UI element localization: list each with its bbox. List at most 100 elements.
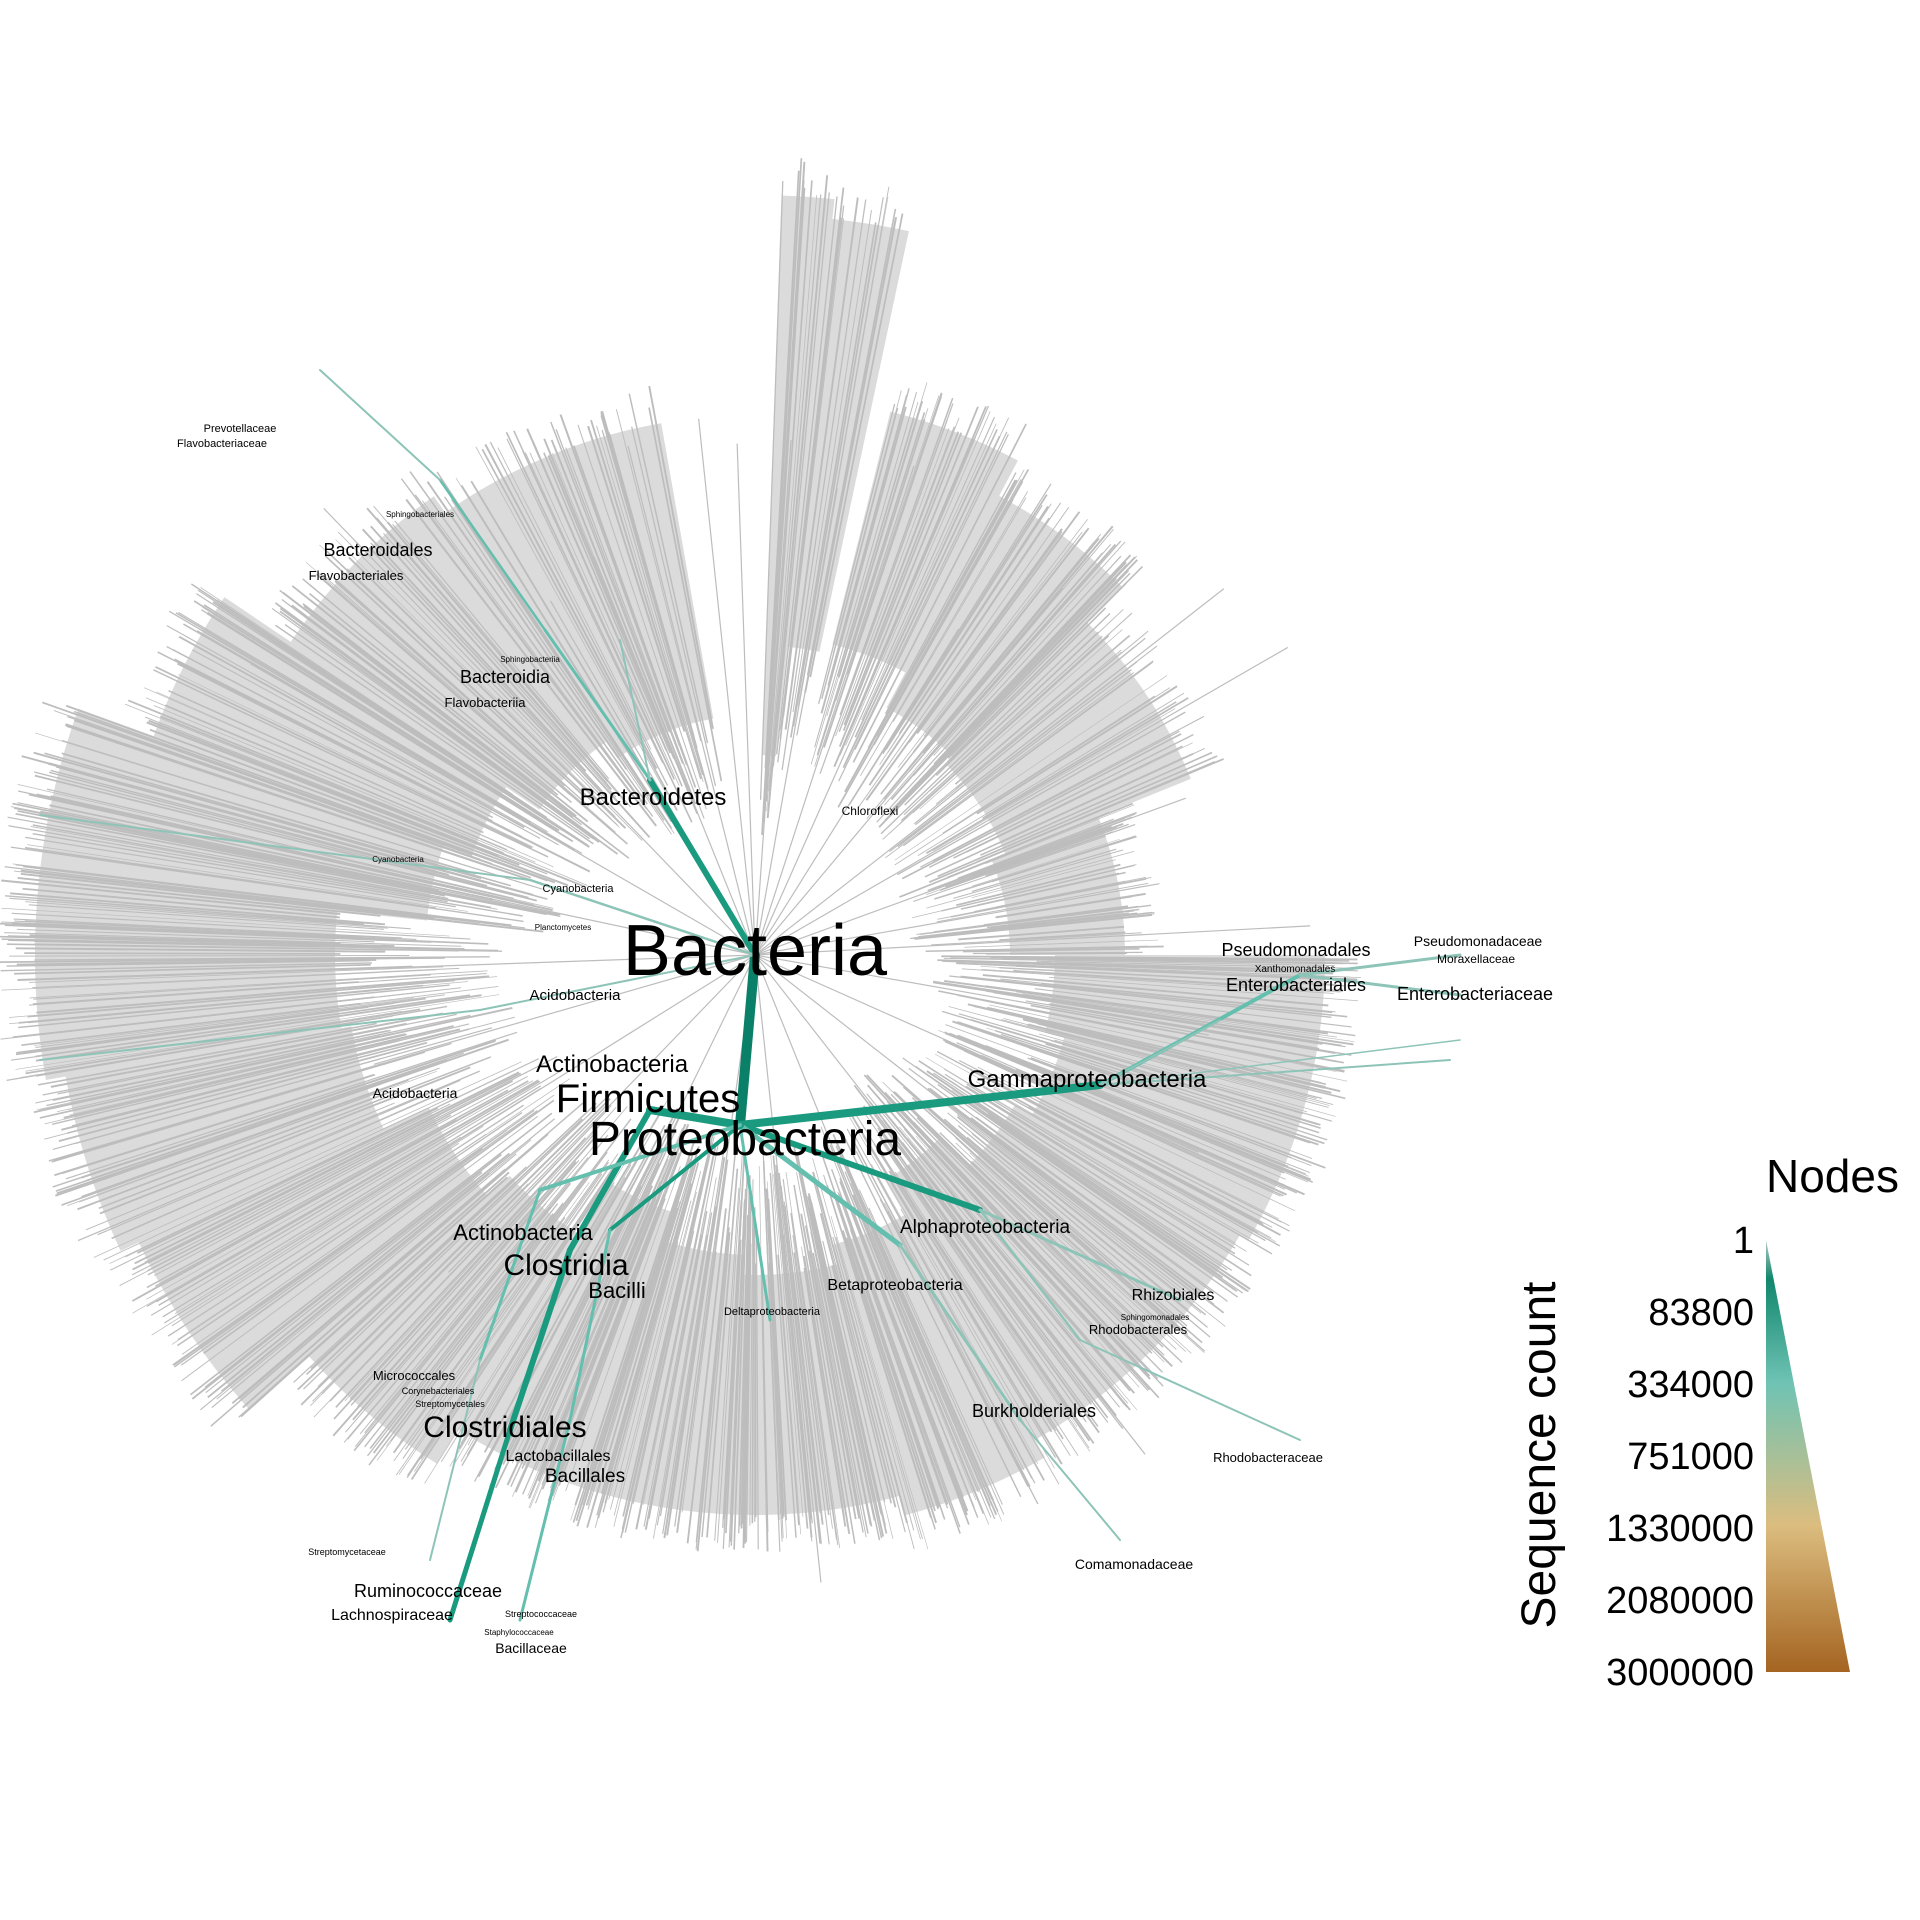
grey-spoke xyxy=(754,646,1289,956)
grey-leaf-branch xyxy=(628,1136,715,1514)
grey-leaf-branch xyxy=(843,431,960,726)
grey-spoke xyxy=(754,416,996,956)
grey-leaf-branch xyxy=(935,649,1122,805)
colored-branch xyxy=(478,1188,542,1362)
grey-leaf-branch xyxy=(880,612,1111,835)
grey-spoke xyxy=(593,556,756,956)
grey-leaf-branch xyxy=(827,1263,894,1539)
grey-leaf-branch xyxy=(972,951,1143,955)
grey-leaf-branch xyxy=(513,430,675,780)
grey-leaf-branch xyxy=(548,454,666,738)
grey-leaf-branch xyxy=(24,920,396,939)
colored-branch xyxy=(737,1122,903,1248)
grey-leaf-branch xyxy=(982,974,1329,1007)
grey-leaf-branch xyxy=(985,1045,1311,1173)
grey-leaf-branch xyxy=(359,1157,589,1435)
grey-leaf-branch xyxy=(177,1133,487,1341)
grey-leaf-branch xyxy=(841,1230,937,1524)
grey-leaf-branch xyxy=(303,605,570,812)
grey-leaf-branch xyxy=(529,1198,657,1509)
grey-leaf-branch xyxy=(178,674,534,848)
grey-leaf-branch xyxy=(1030,1074,1305,1196)
grey-leaf-branch xyxy=(890,1093,1163,1373)
grey-leaf-branch xyxy=(914,914,1153,940)
grey-leaf-branch xyxy=(444,496,665,822)
grey-leaf-branch xyxy=(957,1034,1289,1168)
grey-spoke xyxy=(754,440,792,956)
taxon-label-xanthomonadales: Xanthomonadales xyxy=(1255,964,1336,975)
grey-leaf-branch xyxy=(17,876,381,917)
grey-leaf-branch xyxy=(947,565,1144,763)
grey-leaf-branch xyxy=(800,1213,857,1520)
grey-leaf-branch xyxy=(53,710,481,860)
grey-leaf-branch xyxy=(14,870,480,925)
grey-leaf-branch xyxy=(32,832,523,917)
grey-leaf-branch xyxy=(933,982,1346,1048)
grey-leaf-branch xyxy=(777,1254,800,1526)
grey-leaf-branch xyxy=(770,1151,802,1535)
colored-branch xyxy=(978,1208,1182,1302)
taxon-label-clostridia: Clostridia xyxy=(503,1249,628,1282)
grey-leaf-branch xyxy=(866,1093,1120,1408)
grey-leaf-branch xyxy=(134,1071,520,1265)
grey-leaf-branch xyxy=(806,208,897,676)
grey-spoke xyxy=(754,883,1160,956)
colored-branches xyxy=(39,369,1462,1623)
grey-leaf-branch xyxy=(912,864,1137,919)
grey-leaf-branch xyxy=(565,1166,681,1492)
grey-leaf-branch xyxy=(30,825,498,910)
grey-leaf-branch xyxy=(656,1235,708,1526)
grey-leaf-branch xyxy=(144,687,554,868)
legend: Nodes Sequence count 1838003340007510001… xyxy=(1513,1150,1899,1694)
colored-branch xyxy=(543,628,652,782)
grey-leaf-branch xyxy=(61,752,476,875)
grey-leaf-branch xyxy=(221,1118,555,1392)
grey-leaf-branch xyxy=(819,1213,897,1508)
taxon-label-flavobacteriia: Flavobacteriia xyxy=(445,695,527,710)
grey-leaf-branch xyxy=(52,1039,401,1126)
grey-leaf-branch xyxy=(838,406,979,747)
grey-leaf-branch xyxy=(832,1236,915,1531)
colored-branch xyxy=(518,1418,572,1622)
grey-leaf-branch xyxy=(912,527,1090,753)
grey-leaf-branch xyxy=(25,1008,421,1075)
grey-leaf-branch xyxy=(966,742,1193,853)
grey-leaf-branch xyxy=(372,1173,588,1454)
grey-leaf-branch xyxy=(613,1191,697,1527)
grey-spoke xyxy=(754,954,1209,1036)
grey-leaf-branch xyxy=(146,1080,534,1300)
grey-leaf-branch xyxy=(354,1206,551,1447)
grey-leaf-branch xyxy=(948,1006,1315,1105)
grey-leaf-branch xyxy=(475,446,668,795)
grey-leaf-branch xyxy=(310,1173,540,1407)
grey-leaf-branch xyxy=(974,1149,1205,1353)
grey-leaf-branch xyxy=(917,660,1154,836)
grey-leaf-branch xyxy=(913,911,1153,939)
grey-leaf-branch xyxy=(154,1075,528,1277)
grey-leaf-branch xyxy=(900,1208,1060,1485)
grey-leaf-branch xyxy=(550,1193,665,1492)
grey-leaf-branch xyxy=(1030,1094,1290,1227)
grey-leaf-branch xyxy=(913,630,1149,825)
grey-leaf-branch xyxy=(873,1143,1071,1456)
grey-leaf-branch xyxy=(744,1191,752,1544)
colored-branch xyxy=(1019,1419,1121,1541)
grey-leaf-branch xyxy=(0,962,372,972)
taxon-label-bacteroidales: Bacteroidales xyxy=(323,540,432,560)
grey-leaf-branch xyxy=(590,1165,694,1512)
grey-leaf-branch xyxy=(663,1206,717,1539)
grey-leaf-branch xyxy=(844,1171,979,1493)
grey-leaf-branch xyxy=(33,751,482,880)
grey-leaf-branch xyxy=(871,1229,991,1507)
grey-leaf-branch xyxy=(66,725,555,889)
grey-leaf-branch xyxy=(898,505,1049,735)
grey-leaf-branch xyxy=(1025,1017,1325,1089)
grey-leaf-branch xyxy=(25,901,389,929)
grey-leaf-branch xyxy=(200,629,514,814)
grey-leaf-branch xyxy=(596,1217,682,1516)
grey-leaf-branch xyxy=(26,991,419,1037)
grey-leaf-branch xyxy=(928,734,1194,869)
colored-branch xyxy=(1079,1339,1301,1441)
grey-leaf-branch xyxy=(8,976,498,1018)
grey-leaf-branch xyxy=(884,1091,1164,1387)
